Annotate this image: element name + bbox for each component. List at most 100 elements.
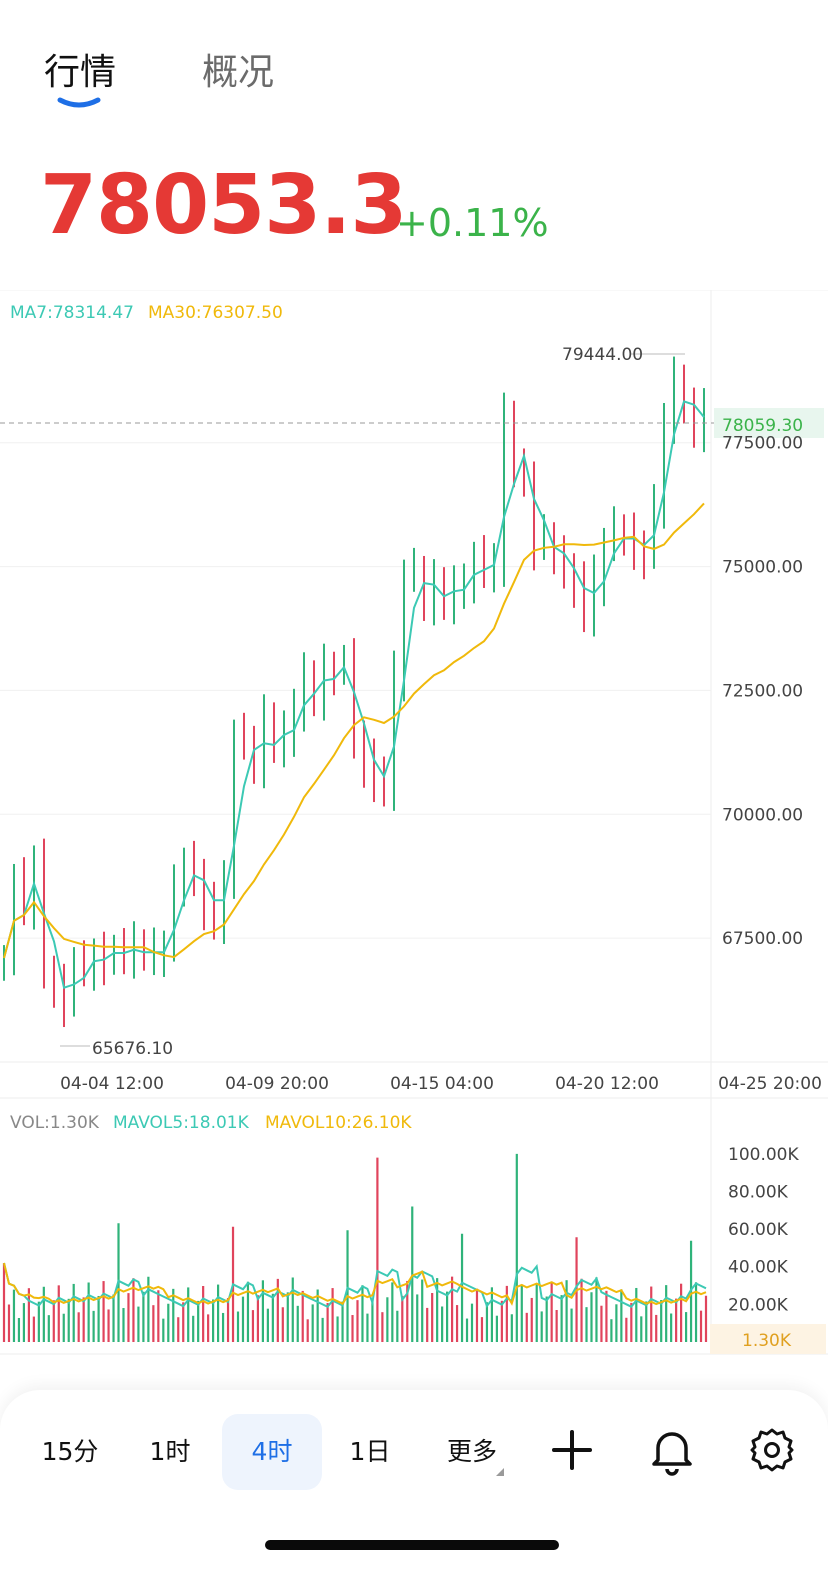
- candle-body: [463, 576, 465, 587]
- candle-body: [413, 571, 415, 577]
- x-tick-label: 04-04 12:00: [60, 1074, 164, 1094]
- bottom-toolbar: 15分 1时 4时 1日 更多: [0, 1390, 828, 1579]
- candle-body: [573, 566, 575, 582]
- vol-tick-label: 80.00K: [728, 1182, 789, 1202]
- candle-body: [233, 739, 235, 874]
- candle-body: [83, 962, 85, 968]
- y-tick-label: 67500.00: [722, 929, 803, 949]
- candle-body: [673, 378, 675, 418]
- candle-body: [663, 417, 665, 508]
- candle-body: [393, 675, 395, 790]
- mavol10-label: MAVOL10:26.10K: [265, 1113, 412, 1133]
- vol-tick-label: 100.00K: [728, 1145, 799, 1165]
- interval-more[interactable]: 更多: [446, 1437, 497, 1466]
- candle-body: [603, 546, 605, 582]
- candle-body: [203, 873, 205, 904]
- tab-market[interactable]: 行情: [44, 52, 117, 93]
- candle-body: [653, 507, 655, 552]
- ma7-line: [3, 400, 705, 989]
- candle-body: [153, 953, 155, 956]
- candle-body: [3, 957, 5, 968]
- interval-1d[interactable]: 1日: [349, 1437, 391, 1466]
- vol-tick-label: 60.00K: [728, 1220, 789, 1240]
- high-label: 79444.00: [562, 345, 643, 365]
- candle-body: [433, 581, 435, 602]
- current-price-label: 78059.30: [722, 416, 803, 436]
- ma30-line: [3, 502, 705, 959]
- candle-body: [23, 883, 25, 904]
- y-tick-label: 72500.00: [722, 681, 803, 701]
- candle-body: [543, 536, 545, 547]
- candle-body: [503, 417, 505, 562]
- x-axis-ticks: 04-04 12:00 04-09 20:00 04-15 04:00 04-20 1…: [60, 1074, 822, 1094]
- candle-body: [523, 472, 525, 478]
- candle-body: [333, 665, 335, 671]
- candle-body: [533, 477, 535, 547]
- volume-axis-ticks: 100.00K 80.00K 60.00K 40.00K 20.00K: [728, 1145, 799, 1316]
- candle-body: [483, 561, 485, 572]
- y-tick-label: 70000.00: [722, 805, 803, 825]
- candle-body: [253, 744, 255, 765]
- bell-icon[interactable]: [644, 1422, 700, 1478]
- candle-body: [373, 764, 375, 775]
- candle-body: [593, 581, 595, 617]
- last-price: 78053.3: [40, 158, 407, 253]
- vol-label: VOL:1.30K: [10, 1113, 100, 1133]
- mavol10-line: [3, 1262, 707, 1306]
- candle-body: [243, 739, 245, 745]
- candle-body: [493, 561, 495, 572]
- x-tick-label: 04-25 20:00: [718, 1074, 822, 1094]
- interval-4h[interactable]: 4时: [222, 1414, 322, 1490]
- candle-body: [293, 705, 295, 736]
- interval-1h[interactable]: 1时: [149, 1437, 191, 1466]
- candle-body: [633, 536, 635, 547]
- candle-body: [283, 735, 285, 750]
- candle-body: [303, 675, 305, 706]
- mavol5-line: [3, 1262, 707, 1309]
- interval-15m[interactable]: 15分: [41, 1437, 99, 1466]
- candle-body: [73, 962, 75, 1003]
- home-indicator: [265, 1540, 559, 1550]
- current-volume-label: 1.30K: [742, 1331, 792, 1351]
- y-tick-label: 77500.00: [722, 434, 803, 454]
- candle-body: [473, 561, 475, 577]
- candle-body: [103, 953, 105, 958]
- vol-tick-label: 40.00K: [728, 1258, 789, 1278]
- ma7-label: MA7:78314.47: [10, 303, 134, 323]
- candle-body: [683, 378, 685, 409]
- candle-body: [173, 888, 175, 949]
- candle-body: [363, 739, 365, 765]
- candle-body: [123, 948, 125, 954]
- candle-body: [693, 408, 695, 428]
- candle-body: [273, 720, 275, 750]
- candle-body: [453, 586, 455, 607]
- candle-body: [423, 571, 425, 602]
- candle-body: [443, 581, 445, 607]
- tab-overview[interactable]: 概况: [202, 52, 275, 93]
- plus-icon[interactable]: [544, 1422, 600, 1478]
- candle-body: [213, 903, 215, 924]
- kline-chart[interactable]: MA7:78314.47 MA30:76307.50 78059.30 7944…: [0, 290, 828, 1370]
- price-change-percent: +0.11%: [396, 201, 549, 245]
- tab-active-indicator: [57, 97, 101, 108]
- vol-tick-label: 20.00K: [728, 1295, 789, 1315]
- y-axis-ticks: 77500.00 75000.00 72500.00 70000.00 67500.00: [722, 434, 803, 949]
- candle-body: [63, 987, 65, 1003]
- low-label: 65676.10: [92, 1039, 173, 1059]
- current-volume-tag: [710, 1324, 826, 1354]
- candle-body: [313, 675, 315, 701]
- candle-body: [323, 665, 325, 701]
- y-tick-label: 75000.00: [722, 558, 803, 578]
- candle-body: [623, 531, 625, 537]
- candle-body: [583, 581, 585, 617]
- current-price-tag: [714, 408, 824, 438]
- ma30-label: MA30:76307.50: [148, 303, 283, 323]
- candle-body: [53, 972, 55, 988]
- candle-body: [403, 576, 405, 676]
- candle-body: [643, 546, 645, 552]
- candle-body: [43, 863, 45, 973]
- gear-icon[interactable]: [744, 1422, 800, 1478]
- candle-body: [353, 665, 355, 740]
- candle-body: [183, 863, 185, 889]
- candle-body: [193, 863, 195, 874]
